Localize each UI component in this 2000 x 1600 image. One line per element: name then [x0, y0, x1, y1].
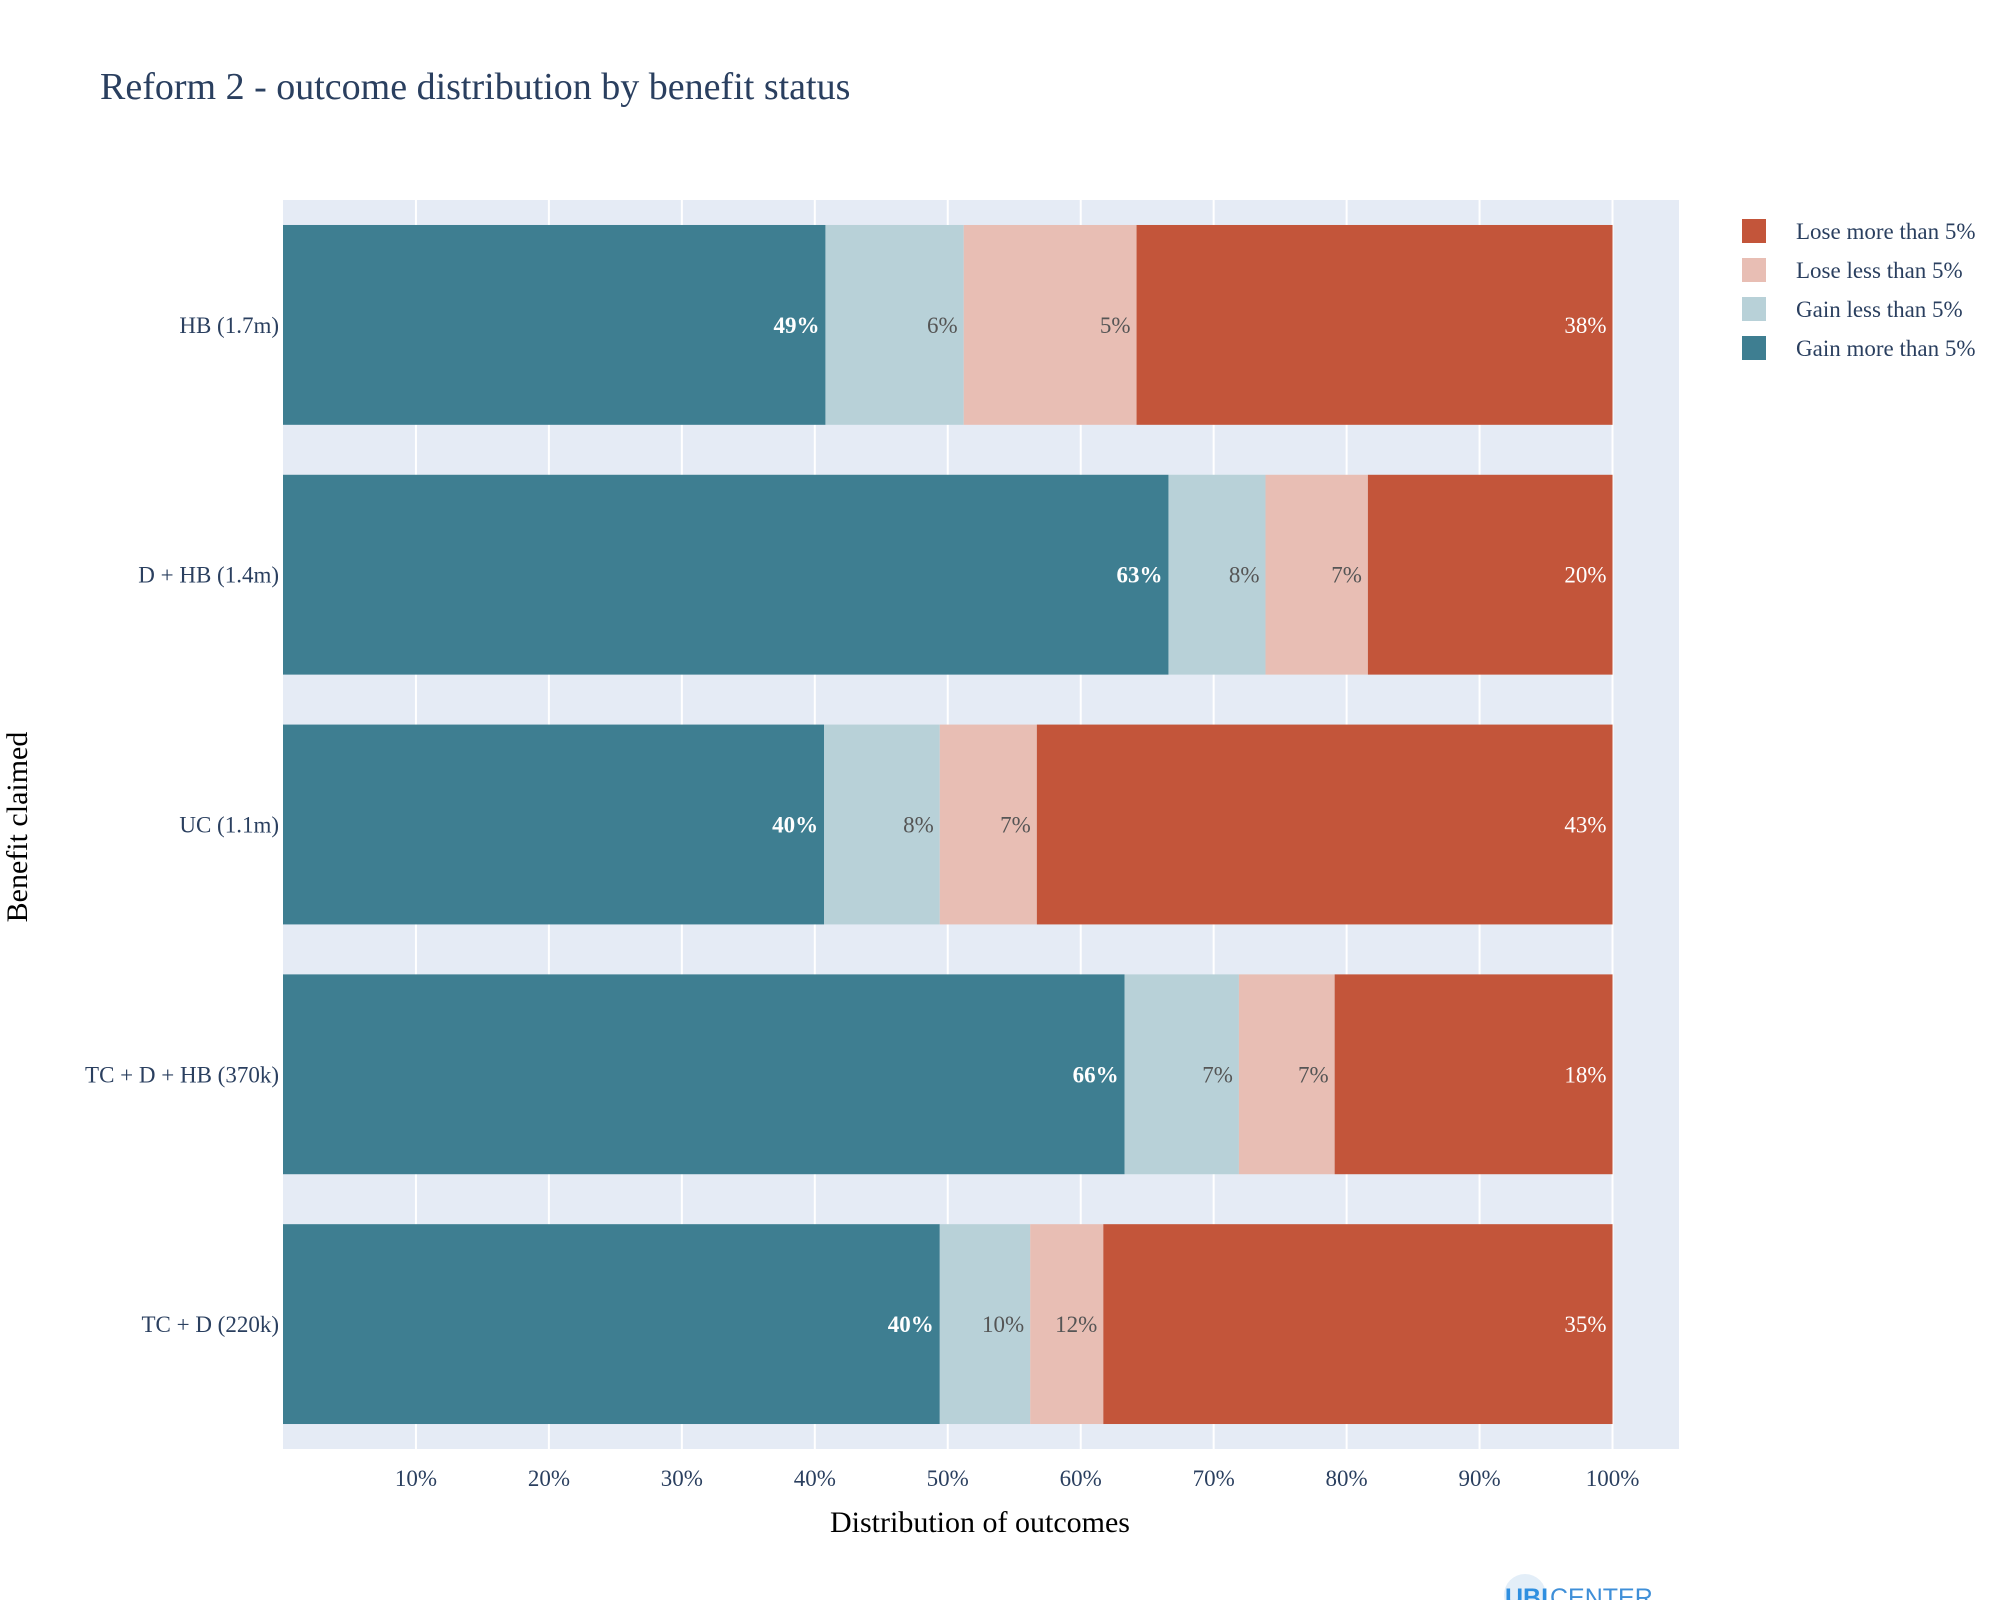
y-tick-label: UC (1.1m): [179, 813, 279, 838]
bar-segment: [939, 724, 1037, 925]
legend-swatch: [1742, 336, 1766, 360]
bar-value-label: 8%: [903, 813, 934, 838]
logo-ubi-text: UBI: [1505, 1584, 1548, 1600]
bar-value-label: 7%: [1202, 1062, 1233, 1087]
bar-value-label: 10%: [982, 1312, 1024, 1337]
x-tick-label: 70%: [1193, 1466, 1235, 1491]
bar-value-label: 63%: [1116, 563, 1162, 588]
chart-title: Reform 2 - outcome distribution by benef…: [100, 66, 850, 108]
bar-segment: [283, 1224, 940, 1425]
legend-label: Gain more than 5%: [1796, 336, 1975, 361]
bar-segment: [1124, 974, 1239, 1175]
x-tick-label: 80%: [1326, 1466, 1368, 1491]
logo-center-text: CENTER: [1550, 1584, 1653, 1600]
bar-segment: [1136, 224, 1613, 425]
legend-label: Lose more than 5%: [1796, 219, 1975, 244]
x-tick-label: 40%: [794, 1466, 836, 1491]
legend-label: Gain less than 5%: [1796, 297, 1963, 322]
bars: [283, 224, 1613, 1425]
bar-segment: [963, 224, 1137, 425]
bar-segment: [824, 724, 940, 925]
bar-segment: [1030, 1224, 1104, 1425]
bar-value-label: 12%: [1055, 1312, 1097, 1337]
y-tick-label: TC + D (220k): [141, 1312, 279, 1337]
y-tick-label: D + HB (1.4m): [138, 563, 279, 588]
bar-segment: [283, 974, 1125, 1175]
bar-value-label: 40%: [772, 813, 818, 838]
legend: Lose more than 5% Lose less than 5% Gain l…: [1742, 219, 1975, 361]
bar-value-label: 49%: [773, 313, 819, 338]
bar-value-label: 18%: [1564, 1062, 1606, 1087]
bar-value-label: 20%: [1564, 563, 1606, 588]
y-tick-label: HB (1.7m): [179, 313, 279, 338]
bar-segment: [1168, 474, 1266, 675]
x-tick-label: 20%: [528, 1466, 570, 1491]
bar-value-label: 5%: [1100, 313, 1131, 338]
bar-value-label: 6%: [927, 313, 958, 338]
bar-segment: [1036, 724, 1613, 925]
legend-swatch: [1742, 219, 1766, 243]
legend-swatch: [1742, 297, 1766, 321]
bar-segment: [1103, 1224, 1613, 1425]
x-tick-label: 50%: [927, 1466, 969, 1491]
bar-value-label: 38%: [1564, 313, 1606, 338]
bar-segment: [1367, 474, 1613, 675]
y-axis-title: Benefit claimed: [1, 732, 34, 923]
x-tick-label: 90%: [1458, 1466, 1500, 1491]
bar-segment: [825, 224, 964, 425]
ubi-center-logo: UBI CENTER: [1504, 1574, 1653, 1600]
x-tick-label: 10%: [395, 1466, 437, 1491]
x-tick-label: 60%: [1060, 1466, 1102, 1491]
x-tick-label: 30%: [661, 1466, 703, 1491]
logo-circle-icon: [1504, 1574, 1546, 1600]
bar-value-label: 43%: [1564, 813, 1606, 838]
bar-value-label: 66%: [1073, 1062, 1119, 1087]
bar-value-label: 7%: [1298, 1062, 1329, 1087]
bar-labels: 49% 6% 5% 38% 63% 8% 7% 20% 40% 8% 7% 43% 66% 7% 7% 18%…: [772, 313, 1606, 1337]
bar-segment: [283, 724, 825, 925]
bar-value-label: 7%: [1331, 563, 1362, 588]
x-axis-ticks: 10% 20% 30% 40% 50% 60% 70% 80% 90% 100%: [395, 1466, 1639, 1491]
bar-value-label: 8%: [1229, 563, 1260, 588]
bar-segment: [1334, 974, 1613, 1175]
y-tick-label: TC + D + HB (370k): [85, 1062, 279, 1087]
legend-label: Lose less than 5%: [1796, 258, 1963, 283]
bar-value-label: 35%: [1564, 1312, 1606, 1337]
x-axis-title: Distribution of outcomes: [830, 1506, 1130, 1539]
bar-value-label: 40%: [888, 1312, 934, 1337]
bar-segment: [283, 474, 1169, 675]
bar-segment: [283, 224, 826, 425]
y-axis-ticks: HB (1.7m) D + HB (1.4m) UC (1.1m) TC + D + …: [85, 313, 279, 1337]
bar-segment: [939, 1224, 1031, 1425]
legend-swatch: [1742, 258, 1766, 282]
bar-segment: [1238, 974, 1335, 1175]
bar-value-label: 7%: [1000, 813, 1031, 838]
x-tick-label: 100%: [1586, 1466, 1640, 1491]
bar-segment: [1265, 474, 1368, 675]
